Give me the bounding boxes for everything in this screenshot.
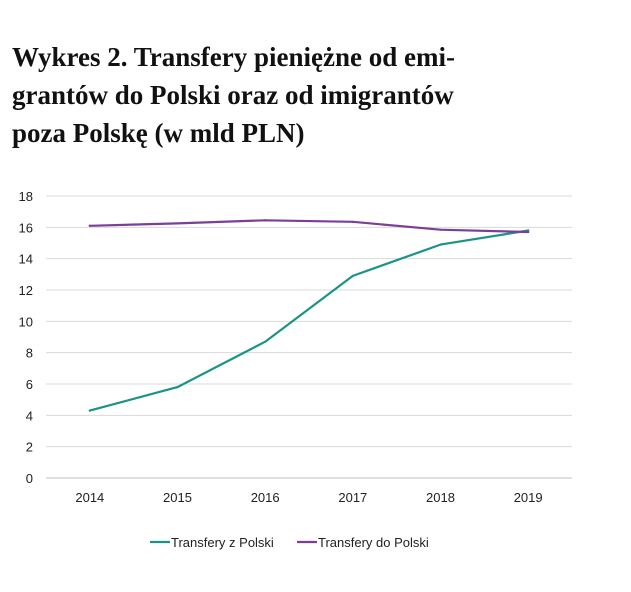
data-point	[351, 220, 354, 223]
legend: Transfery z Polski Transfery do Polski	[150, 535, 429, 550]
data-point	[176, 222, 179, 225]
y-tick-label: 4	[26, 408, 33, 423]
y-tick-label: 8	[26, 346, 33, 361]
chart-title-line-1: Wykres 2. Transfery pieniężne od emi-	[12, 42, 455, 72]
y-tick-label: 2	[26, 440, 33, 455]
x-tick-label: 2017	[338, 490, 367, 505]
data-point	[527, 230, 530, 234]
x-axis-ticks: 2014 2015 2016 2017 2018 2019	[75, 490, 542, 505]
y-tick-label: 12	[19, 283, 33, 298]
legend-label: Transfery z Polski	[171, 535, 274, 550]
data-point	[88, 409, 91, 412]
x-tick-label: 2015	[163, 490, 192, 505]
x-tick-label: 2018	[426, 490, 455, 505]
grid-lines	[46, 195, 572, 479]
data-point	[264, 340, 267, 343]
data-point	[176, 386, 179, 389]
series-lines	[88, 219, 530, 412]
y-tick-label: 16	[19, 220, 33, 235]
x-tick-label: 2019	[514, 490, 543, 505]
y-tick-label: 10	[19, 314, 33, 329]
y-tick-label: 18	[19, 189, 33, 204]
data-point	[439, 243, 442, 246]
data-point	[351, 274, 354, 277]
y-tick-label: 6	[26, 377, 33, 392]
data-point	[439, 228, 442, 231]
x-tick-label: 2014	[75, 490, 104, 505]
x-tick-label: 2016	[251, 490, 280, 505]
y-axis-ticks: 0 2 4 6 8 10 12 14 16 18	[19, 189, 33, 486]
data-point	[264, 219, 267, 222]
chart-title: Wykres 2. Transfery pieniężne od emi- gr…	[12, 38, 552, 152]
y-tick-label: 14	[19, 252, 33, 267]
chart-title-line-3: poza Polskę (w mld PLN)	[12, 118, 305, 148]
y-tick-label: 0	[26, 471, 33, 486]
series-line-2	[88, 219, 530, 234]
legend-label: Transfery do Polski	[318, 535, 429, 550]
data-point	[88, 224, 91, 227]
chart-title-line-2: grantów do Polski oraz od imigrantów	[12, 80, 454, 110]
series-line-1	[88, 229, 530, 412]
